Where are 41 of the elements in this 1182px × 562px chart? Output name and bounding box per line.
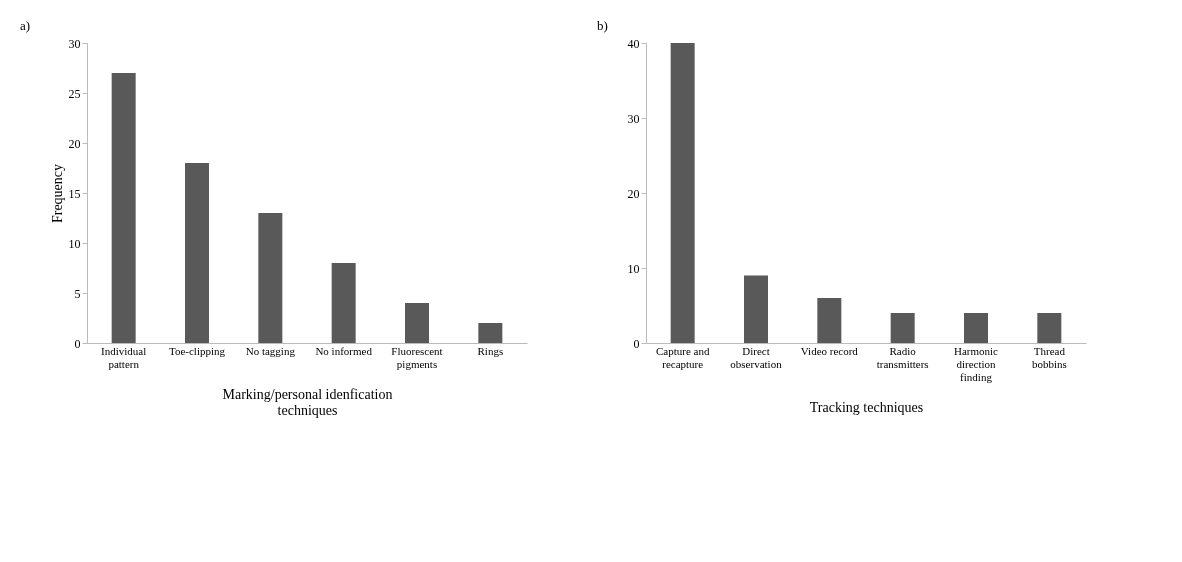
bar	[744, 275, 768, 343]
bar	[964, 313, 988, 343]
bar	[111, 73, 136, 343]
x-tick-label: Individual pattern	[101, 344, 147, 370]
bar	[890, 313, 915, 343]
x-tick-label: Rings	[477, 344, 504, 357]
x-tick-label: Toe-clipping	[168, 344, 226, 357]
x-tick-label: Capture and recapture	[655, 344, 710, 370]
x-axis-title: Marking/personal idenfication techniques	[222, 386, 393, 418]
x-tick-label: Thread bobbins	[1031, 344, 1067, 370]
y-tick-label: 10	[68, 236, 81, 251]
x-tick-label: No informed	[315, 344, 373, 357]
y-tick-label: 0	[633, 336, 640, 351]
y-tick-label: 0	[74, 336, 81, 351]
x-tick-label: Radio transmitters	[876, 344, 929, 370]
chart-title: a)	[20, 18, 31, 33]
y-tick-label: 25	[68, 86, 81, 101]
bar	[258, 213, 283, 343]
y-tick-label: 15	[68, 186, 81, 201]
bar	[185, 163, 209, 343]
y-axis-title: Frequency	[49, 163, 65, 224]
x-tick-label: Direct observation	[730, 344, 783, 370]
y-tick-label: 30	[627, 111, 640, 126]
bar	[331, 263, 356, 343]
chart-title: b)	[597, 18, 608, 33]
y-tick-label: 20	[68, 136, 81, 151]
x-tick-label: Harmonic direction finding	[954, 344, 999, 383]
x-tick-label: No tagging	[245, 344, 296, 357]
y-tick-label: 20	[627, 186, 640, 201]
y-tick-label: 10	[627, 261, 640, 276]
x-tick-label: Fluorescent pigments	[391, 344, 443, 370]
y-tick-label: 5	[74, 286, 81, 301]
bar	[1037, 313, 1062, 343]
bar	[817, 298, 842, 343]
bar	[478, 323, 503, 343]
y-tick-label: 30	[68, 36, 81, 51]
x-axis-title: Tracking techniques	[809, 399, 924, 415]
x-tick-label: Video record	[800, 344, 859, 357]
bar	[670, 43, 695, 343]
y-tick-label: 40	[627, 36, 640, 51]
bar	[405, 303, 429, 343]
